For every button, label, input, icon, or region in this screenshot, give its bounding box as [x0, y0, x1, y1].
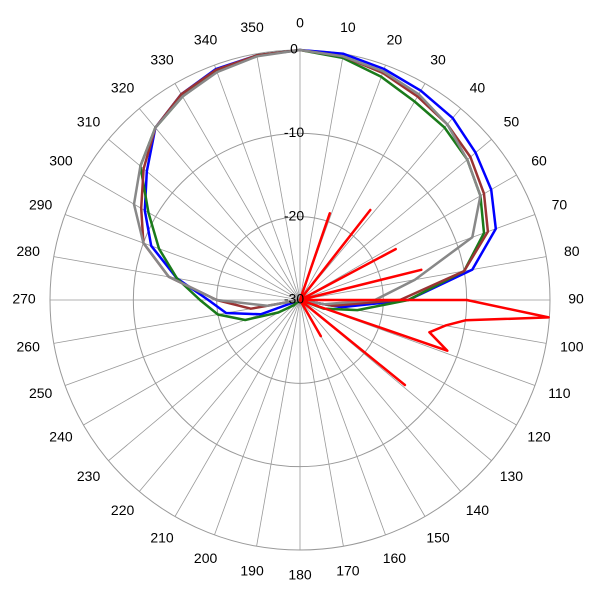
spoke	[108, 299, 301, 462]
spoke	[299, 299, 386, 536]
spoke	[299, 53, 344, 301]
angle-label: 40	[470, 79, 486, 95]
angle-label: 190	[240, 563, 264, 579]
angle-label: 310	[77, 113, 101, 129]
angle-label: 50	[504, 113, 520, 129]
spoke	[299, 138, 492, 301]
angle-label: 160	[383, 550, 407, 566]
spoke	[299, 299, 462, 492]
spoke	[299, 299, 344, 547]
angle-label: 330	[150, 52, 174, 68]
angle-label: 200	[194, 550, 218, 566]
angle-label: 20	[387, 31, 403, 47]
spoke	[299, 108, 462, 301]
angle-label: 10	[340, 19, 356, 35]
angle-label: 210	[150, 530, 174, 546]
spoke	[83, 174, 301, 301]
angle-label: 280	[17, 243, 41, 259]
angle-label: 90	[568, 291, 584, 307]
pattern-line	[298, 208, 550, 387]
angle-label: 300	[49, 153, 73, 169]
angle-label: 340	[194, 31, 218, 47]
spoke	[174, 299, 301, 517]
spoke	[64, 214, 301, 301]
spoke	[174, 83, 301, 301]
r-tick-label: -10	[284, 124, 304, 140]
angle-label: 220	[111, 502, 135, 518]
angle-label: 230	[77, 468, 101, 484]
angle-label: 180	[288, 567, 312, 583]
spoke	[214, 299, 301, 536]
angle-label: 320	[111, 79, 135, 95]
r-tick-label: -20	[284, 207, 304, 223]
spoke	[299, 299, 517, 426]
angle-label: 120	[527, 429, 551, 445]
spoke	[299, 214, 536, 301]
angle-label: 290	[29, 196, 53, 212]
spoke	[83, 299, 301, 426]
spoke	[256, 299, 301, 547]
spoke	[299, 256, 547, 301]
spoke	[138, 299, 301, 492]
angle-label: 80	[564, 243, 580, 259]
angle-label: 240	[49, 429, 73, 445]
angle-label: 60	[531, 153, 547, 169]
r-tick-label: -30	[284, 291, 304, 307]
angle-label: 100	[560, 339, 584, 355]
angle-label: 130	[500, 468, 524, 484]
angle-label: 260	[17, 339, 41, 355]
spoke	[256, 53, 301, 301]
angle-label: 0	[296, 15, 304, 31]
angle-label: 70	[552, 196, 568, 212]
r-tick-label: 0	[290, 41, 298, 57]
spoke	[299, 83, 426, 301]
angle-label: 140	[466, 502, 490, 518]
angle-label: 250	[29, 385, 53, 401]
angle-label: 170	[336, 563, 360, 579]
angle-label: 350	[240, 19, 264, 35]
angle-label: 270	[12, 291, 36, 307]
spoke	[138, 108, 301, 301]
spoke	[214, 64, 301, 301]
angle-label: 30	[430, 52, 446, 68]
angle-label: 150	[426, 530, 450, 546]
angle-label: 110	[548, 385, 571, 401]
